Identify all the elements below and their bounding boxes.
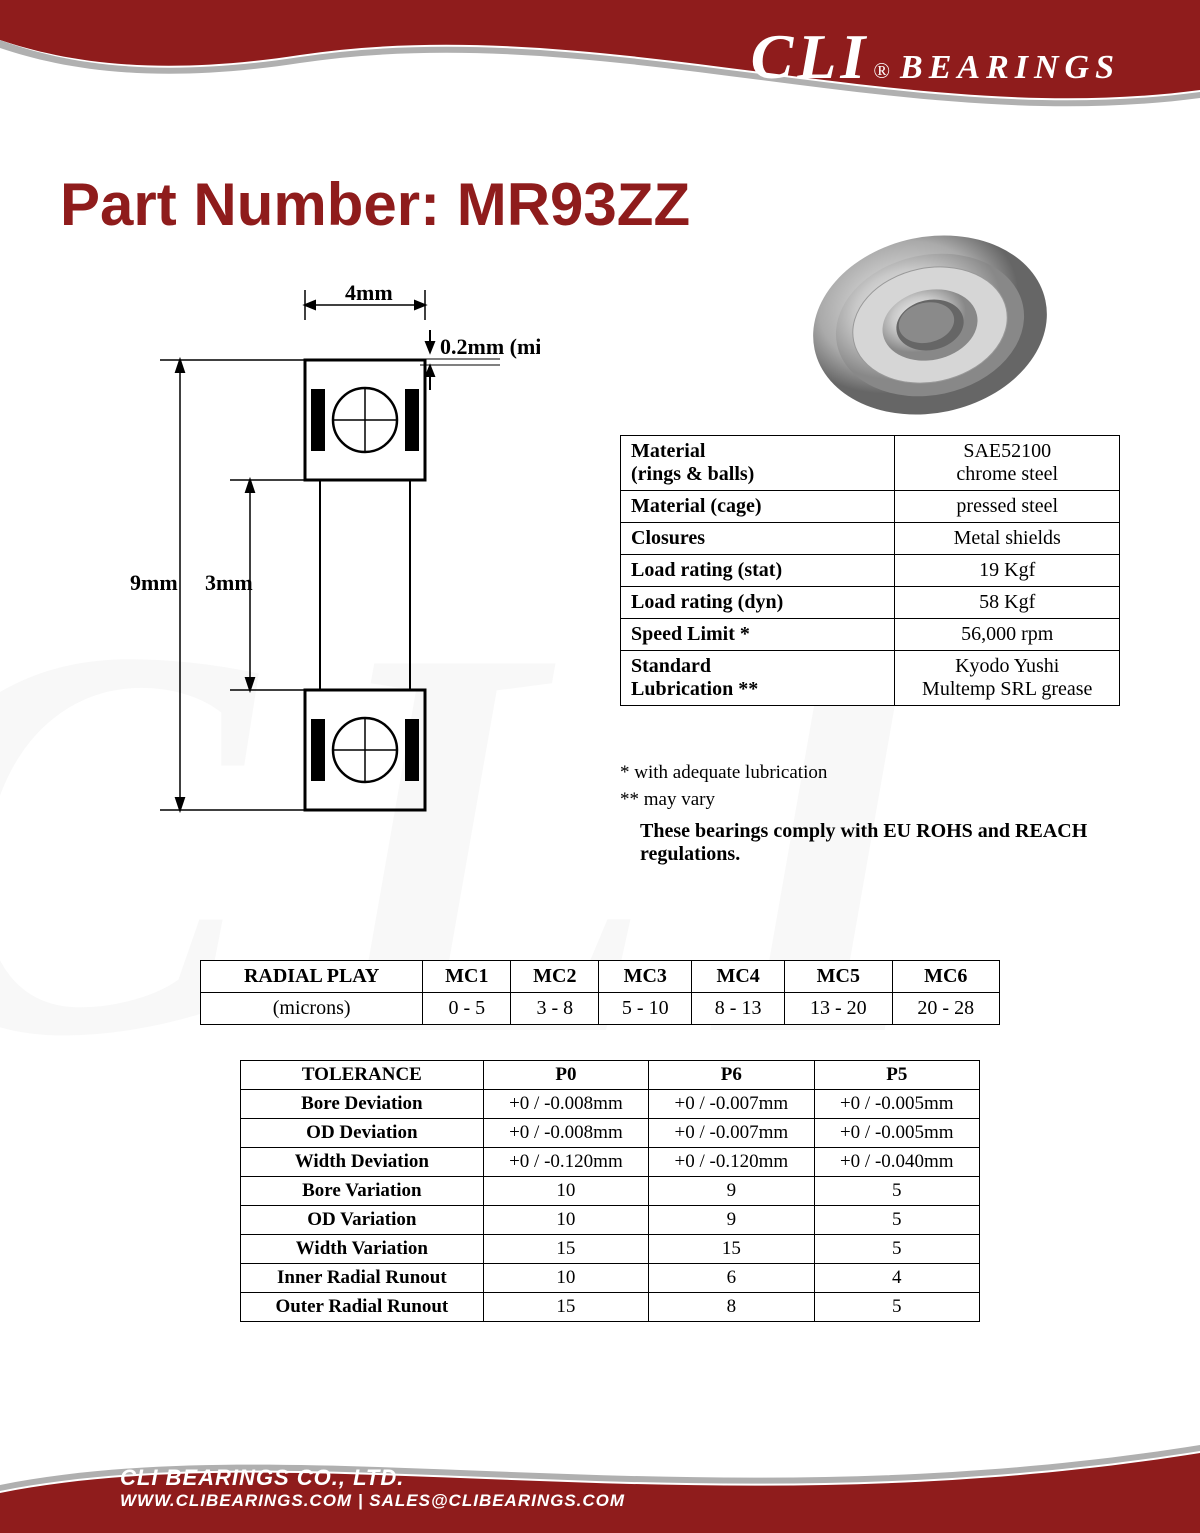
tolerance-val: +0 / -0.005mm — [814, 1119, 979, 1148]
tolerance-val: 5 — [814, 1206, 979, 1235]
spec-label: Load rating (dyn) — [621, 587, 895, 619]
radial-header: RADIAL PLAY — [201, 961, 423, 993]
tolerance-val: +0 / -0.008mm — [483, 1090, 648, 1119]
tolerance-val: 6 — [649, 1264, 814, 1293]
bearing-cross-section-diagram: 4mm 0.2mm (min.) — [80, 280, 540, 860]
radial-val: 5 - 10 — [599, 993, 692, 1025]
spec-value: Kyodo YushiMultemp SRL grease — [895, 651, 1120, 706]
brand-suffix: BEARINGS — [900, 49, 1120, 87]
tolerance-val: +0 / -0.040mm — [814, 1148, 979, 1177]
tolerance-header: TOLERANCE — [241, 1061, 484, 1090]
tolerance-val: +0 / -0.008mm — [483, 1119, 648, 1148]
tolerance-val: 4 — [814, 1264, 979, 1293]
tolerance-val: 8 — [649, 1293, 814, 1322]
footer-contact: WWW.CLIBEARINGS.COM | SALES@CLIBEARINGS.… — [120, 1491, 625, 1511]
compliance-statement: These bearings comply with EU ROHS and R… — [640, 820, 1100, 866]
spec-value: 19 Kgf — [895, 555, 1120, 587]
tolerance-val: +0 / -0.005mm — [814, 1090, 979, 1119]
spec-label: Material(rings & balls) — [621, 436, 895, 491]
radial-col: MC1 — [423, 961, 511, 993]
tolerance-val: 10 — [483, 1264, 648, 1293]
tolerance-val: 5 — [814, 1235, 979, 1264]
spec-value: SAE52100chrome steel — [895, 436, 1120, 491]
spec-label: Speed Limit * — [621, 619, 895, 651]
tolerance-val: +0 / -0.120mm — [483, 1148, 648, 1177]
tolerance-val: 10 — [483, 1206, 648, 1235]
tolerance-val: +0 / -0.120mm — [649, 1148, 814, 1177]
radial-col: MC5 — [785, 961, 892, 993]
tolerance-row-label: Width Variation — [241, 1235, 484, 1264]
spec-table: Material(rings & balls)SAE52100chrome st… — [620, 435, 1120, 706]
tolerance-val: 15 — [649, 1235, 814, 1264]
radial-val: 8 - 13 — [692, 993, 785, 1025]
footnote-1: * with adequate lubrication — [620, 760, 827, 787]
spec-label: Load rating (stat) — [621, 555, 895, 587]
tolerance-row-label: OD Deviation — [241, 1119, 484, 1148]
radial-val: 20 - 28 — [892, 993, 999, 1025]
tolerance-row-label: Outer Radial Runout — [241, 1293, 484, 1322]
tolerance-col: P5 — [814, 1061, 979, 1090]
radial-val: 0 - 5 — [423, 993, 511, 1025]
tolerance-row-label: Bore Variation — [241, 1177, 484, 1206]
spec-value: pressed steel — [895, 491, 1120, 523]
footnotes: * with adequate lubrication ** may vary — [620, 760, 827, 813]
radial-val: 13 - 20 — [785, 993, 892, 1025]
tolerance-val: 5 — [814, 1293, 979, 1322]
spec-label: StandardLubrication ** — [621, 651, 895, 706]
tolerance-val: +0 / -0.007mm — [649, 1119, 814, 1148]
spec-value: 58 Kgf — [895, 587, 1120, 619]
tolerance-val: 9 — [649, 1177, 814, 1206]
tolerance-col: P0 — [483, 1061, 648, 1090]
svg-text:0.2mm (min.): 0.2mm (min.) — [440, 334, 540, 359]
tolerance-val: 15 — [483, 1293, 648, 1322]
tolerance-val: 9 — [649, 1206, 814, 1235]
radial-col: MC4 — [692, 961, 785, 993]
spec-label: Material (cage) — [621, 491, 895, 523]
svg-text:3mm: 3mm — [205, 570, 253, 595]
tolerance-col: P6 — [649, 1061, 814, 1090]
footer-text: CLI BEARINGS CO., LTD. WWW.CLIBEARINGS.C… — [120, 1465, 625, 1511]
header-banner: CLI ® BEARINGS — [0, 0, 1200, 130]
brand-name: CLI — [751, 20, 870, 94]
spec-value: Metal shields — [895, 523, 1120, 555]
tolerance-row-label: OD Variation — [241, 1206, 484, 1235]
radial-col: MC6 — [892, 961, 999, 993]
tolerance-val: 15 — [483, 1235, 648, 1264]
tolerance-val: 10 — [483, 1177, 648, 1206]
svg-text:4mm: 4mm — [345, 280, 393, 305]
tolerance-val: +0 / -0.007mm — [649, 1090, 814, 1119]
bearing-photo — [790, 230, 1070, 420]
brand-logo: CLI ® BEARINGS — [751, 20, 1120, 94]
tolerance-row-label: Inner Radial Runout — [241, 1264, 484, 1293]
tolerance-table: TOLERANCEP0P6P5 Bore Deviation+0 / -0.00… — [240, 1060, 980, 1322]
tolerance-row-label: Bore Deviation — [241, 1090, 484, 1119]
svg-text:9mm: 9mm — [130, 570, 178, 595]
spec-label: Closures — [621, 523, 895, 555]
radial-val: 3 - 8 — [511, 993, 599, 1025]
tolerance-val: 5 — [814, 1177, 979, 1206]
registered-mark: ® — [873, 58, 890, 84]
spec-value: 56,000 rpm — [895, 619, 1120, 651]
tolerance-row-label: Width Deviation — [241, 1148, 484, 1177]
footnote-2: ** may vary — [620, 787, 827, 814]
radial-col: MC3 — [599, 961, 692, 993]
radial-unit: (microns) — [201, 993, 423, 1025]
radial-play-table: RADIAL PLAYMC1MC2MC3MC4MC5MC6 (microns)0… — [200, 960, 1000, 1025]
radial-col: MC2 — [511, 961, 599, 993]
footer-company: CLI BEARINGS CO., LTD. — [120, 1465, 625, 1491]
page-title: Part Number: MR93ZZ — [60, 170, 690, 239]
